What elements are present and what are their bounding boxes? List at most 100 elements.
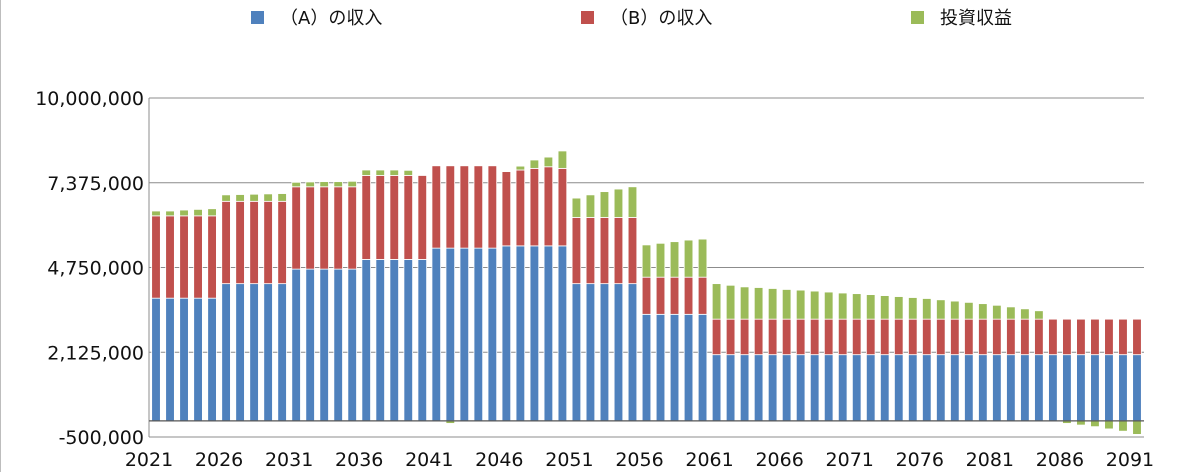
bar-segment-a-income <box>403 259 414 422</box>
legend-label-b-income: （B）の収入 <box>610 8 713 29</box>
y-tick-label: -500,000 <box>59 427 144 449</box>
bar-segment-investment-return <box>529 159 540 169</box>
bar-segment-investment-return <box>1104 420 1114 430</box>
bar-segment-a-income <box>179 297 189 422</box>
legend-swatch-a-income <box>251 10 264 24</box>
bar-segment-b-income <box>1104 318 1114 356</box>
bar-segment-investment-return <box>627 186 638 218</box>
bar-segment-investment-return <box>950 300 960 320</box>
bar-segment-investment-return <box>739 286 750 320</box>
y-tick-label: 2,125,000 <box>47 342 144 364</box>
bar-segment-b-income <box>837 318 848 356</box>
bars <box>151 150 1142 435</box>
bar-segment-a-income <box>417 259 428 422</box>
bar-segment-a-income <box>950 354 960 422</box>
bar-segment-investment-return <box>894 296 904 320</box>
bar-segment-a-income <box>837 354 848 422</box>
bar-segment-b-income <box>655 276 666 315</box>
x-tick-label: 2056 <box>615 449 663 471</box>
bar-segment-a-income <box>1006 354 1016 422</box>
bar-segment-a-income <box>389 259 399 422</box>
bar-segment-b-income <box>221 200 231 285</box>
bar-segment-a-income <box>151 297 161 422</box>
y-tick-label: 10,000,000 <box>35 88 144 110</box>
bar-segment-b-income <box>361 175 371 260</box>
bar-segment-investment-return <box>1020 308 1030 320</box>
bar-segment-b-income <box>319 186 329 270</box>
bar-segment-a-income <box>501 245 512 422</box>
bar-segment-investment-return <box>557 150 568 169</box>
axes <box>148 98 1144 438</box>
bar-segment-b-income <box>333 186 343 270</box>
bar-segment-a-income <box>627 283 638 422</box>
bar-segment-a-income <box>964 354 974 422</box>
bar-segment-investment-return <box>291 181 301 188</box>
bar-segment-investment-return <box>165 210 175 217</box>
y-axis-tick-labels: -500,000 2,125,000 4,750,000 7,375,000 10,00… <box>35 88 144 449</box>
bar-segment-investment-return <box>837 292 848 320</box>
x-tick-label: 2086 <box>1036 449 1084 471</box>
bar-segment-investment-return <box>277 193 287 202</box>
bar-segment-a-income <box>1076 354 1086 422</box>
legend-item-b-income: （B）の収入 <box>581 4 712 30</box>
bar-segment-b-income <box>851 318 862 356</box>
bar-segment-a-income <box>361 259 371 422</box>
bar-segment-b-income <box>585 217 596 285</box>
bar-segment-b-income <box>823 318 834 356</box>
bar-segment-a-income <box>543 245 554 422</box>
bar-segment-a-income <box>1132 354 1142 422</box>
legend-swatch-b-income <box>581 10 594 24</box>
bar-segment-b-income <box>992 318 1002 356</box>
x-tick-label: 2026 <box>195 449 243 471</box>
bar-segment-investment-return <box>879 295 890 320</box>
bar-segment-investment-return <box>823 291 834 320</box>
bar-segment-a-income <box>908 354 918 422</box>
bar-segment-b-income <box>305 186 315 270</box>
bar-segment-b-income <box>641 276 652 315</box>
bar-segment-a-income <box>641 313 652 422</box>
bar-segment-a-income <box>571 283 582 422</box>
bar-segment-investment-return <box>669 241 680 278</box>
bar-segment-a-income <box>585 283 596 422</box>
bar-segment-a-income <box>795 354 806 422</box>
bar-segment-investment-return <box>515 165 526 171</box>
bar-segment-investment-return <box>179 209 189 217</box>
bar-segment-a-income <box>1034 354 1044 422</box>
bar-segment-investment-return <box>683 239 694 278</box>
bar-segment-investment-return <box>725 284 736 320</box>
bar-segment-a-income <box>431 247 442 422</box>
bar-segment-a-income <box>613 283 624 422</box>
bar-segment-b-income <box>669 276 680 315</box>
bar-segment-a-income <box>711 354 722 422</box>
bar-segment-a-income <box>515 245 526 422</box>
bar-segment-a-income <box>655 313 666 422</box>
bar-segment-a-income <box>669 313 680 422</box>
bar-segment-investment-return <box>641 244 652 278</box>
bar-segment-b-income <box>501 171 512 247</box>
bar-segment-b-income <box>865 318 876 356</box>
bar-segment-b-income <box>417 175 428 260</box>
bar-segment-a-income <box>333 268 343 422</box>
bar-segment-a-income <box>781 354 792 422</box>
bar-segment-investment-return <box>613 188 624 218</box>
bar-segment-investment-return <box>389 169 399 176</box>
bar-segment-b-income <box>809 318 820 356</box>
bar-segment-b-income <box>627 217 638 285</box>
bar-segment-investment-return <box>585 194 596 218</box>
bar-segment-investment-return <box>795 289 806 320</box>
bar-segment-b-income <box>235 200 245 285</box>
bar-segment-investment-return <box>375 169 385 176</box>
bar-segment-b-income <box>487 165 498 249</box>
bar-segment-b-income <box>515 169 526 247</box>
x-tick-label: 2046 <box>475 449 523 471</box>
bar-segment-a-income <box>347 268 357 422</box>
bar-segment-b-income <box>1034 318 1044 356</box>
x-tick-label: 2076 <box>896 449 944 471</box>
bar-segment-b-income <box>1062 318 1072 356</box>
bar-segment-b-income <box>964 318 974 356</box>
x-tick-label: 2071 <box>826 449 874 471</box>
bar-segment-a-income <box>473 247 484 422</box>
bar-segment-investment-return <box>235 194 245 202</box>
bar-segment-investment-return <box>992 304 1002 320</box>
